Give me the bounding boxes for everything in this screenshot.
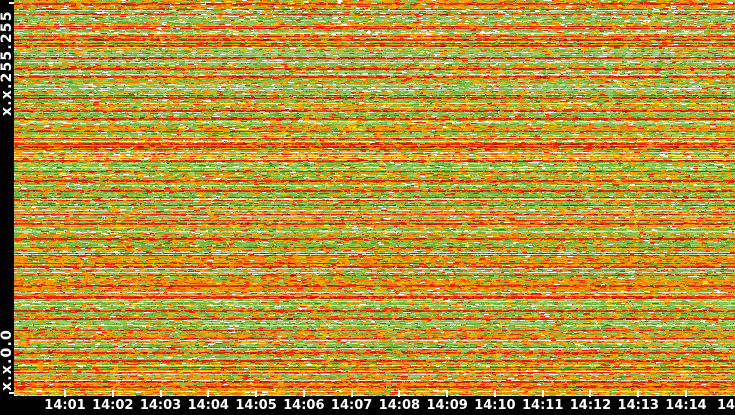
x-tick — [111, 390, 114, 397]
y-axis-tick-top — [9, 2, 14, 4]
x-tick — [398, 390, 401, 397]
x-tick — [207, 390, 210, 397]
x-tick-label: 14:04 — [187, 398, 229, 413]
x-tick-label: 14:07 — [330, 398, 373, 413]
x-tick-label: 14:13 — [617, 398, 659, 413]
y-axis-label-bottom: x.x.0.0 — [0, 329, 15, 391]
heatmap-plot-canvas — [14, 0, 735, 396]
x-tick-label: 14:09 — [426, 398, 468, 413]
x-tick — [589, 390, 592, 397]
x-tick-label: 14:01 — [44, 398, 86, 413]
x-tick-label: 14:02 — [92, 398, 134, 413]
x-tick-label: 14:14 — [665, 398, 707, 413]
x-tick — [350, 390, 353, 397]
x-tick — [446, 390, 449, 397]
x-tick — [159, 390, 162, 397]
x-axis-band — [0, 396, 735, 415]
x-tick — [541, 390, 544, 397]
x-tick-label: 14:11 — [521, 398, 564, 413]
y-axis-tick-bottom — [9, 392, 14, 394]
x-tick — [493, 390, 496, 397]
x-tick-label: 14:10 — [474, 398, 516, 413]
y-axis-label-top: x.x.255.255 — [0, 10, 15, 116]
x-tick — [637, 390, 640, 397]
x-tick — [685, 390, 687, 397]
x-tick-label: 14:05 — [235, 398, 277, 413]
x-tick-label: 14:03 — [139, 398, 182, 413]
x-tick-label: 14:08 — [378, 398, 421, 413]
x-tick-label: 14:12 — [569, 398, 612, 413]
x-tick — [302, 390, 305, 397]
x-tick-label: 14:06 — [283, 398, 325, 413]
x-tick — [255, 390, 258, 397]
x-tick — [64, 390, 66, 397]
x-tick-label-partial: 14 — [717, 398, 735, 413]
